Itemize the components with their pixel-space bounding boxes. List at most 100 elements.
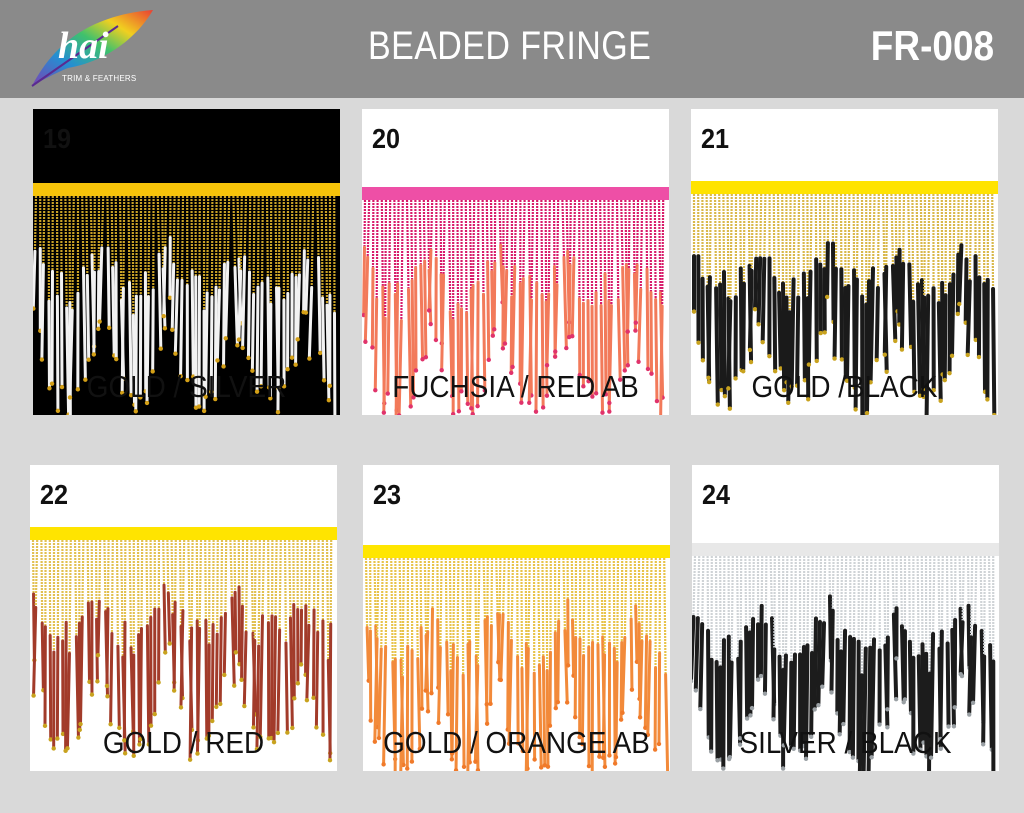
bead-strand: [436, 557, 443, 725]
bead-strand: [853, 193, 859, 412]
bead-strand: [958, 555, 965, 677]
bead-strand: [475, 199, 480, 409]
bead-strand: [95, 539, 102, 658]
swatch-label: GOLD / ORANGE AB: [383, 725, 650, 760]
bead-strand: [450, 199, 456, 415]
bead-strand: [692, 555, 697, 684]
bead-strand: [223, 195, 231, 341]
bead-strand: [381, 557, 389, 767]
bead-strand: [78, 539, 85, 727]
bead-strand: [927, 555, 932, 771]
bead-strand: [625, 199, 631, 334]
swatch-label: GOLD /BLACK: [751, 369, 938, 404]
bead-strand: [214, 539, 219, 710]
bead-strand: [760, 193, 767, 345]
bead-strand: [812, 555, 818, 712]
swatch-label: FUCHSIA / RED AB: [392, 369, 639, 404]
bead-strand: [295, 195, 302, 342]
bead-strand: [599, 199, 605, 415]
bead-strand: [161, 195, 168, 319]
bead-strand: [422, 199, 429, 360]
bead-strand: [429, 557, 435, 696]
bead-strand: [718, 193, 724, 393]
bead-strand: [899, 193, 906, 352]
fringe-image: [30, 527, 337, 763]
bead-strand: [691, 193, 697, 314]
bead-strand: [206, 539, 212, 738]
bead-strand: [970, 555, 978, 705]
bead-strand: [613, 557, 620, 760]
fringe-tape: [30, 527, 337, 540]
bead-strand: [106, 195, 112, 331]
bead-strand: [866, 555, 873, 771]
bead-strand: [236, 195, 243, 342]
bead-strand: [540, 199, 546, 410]
bead-strand: [653, 199, 660, 404]
bead-strand: [698, 555, 705, 712]
bead-strand: [59, 195, 65, 390]
bead-strand: [210, 539, 215, 724]
bead-strand: [456, 199, 462, 414]
bead-strand: [218, 539, 224, 707]
bead-strand: [489, 199, 496, 338]
bead-strand: [832, 193, 838, 361]
bead-strand: [42, 539, 48, 729]
bead-strand: [767, 193, 772, 359]
bead-strand: [882, 193, 889, 357]
swatch-card-24: 24 SILVER / BLACK: [692, 465, 999, 771]
bead-strand: [577, 557, 582, 740]
bead-strand: [991, 193, 997, 415]
bead-strand: [857, 555, 865, 771]
bead-strand: [663, 557, 670, 771]
bead-strand: [816, 555, 823, 708]
bead-strand: [758, 555, 764, 679]
bead-strand: [645, 557, 653, 738]
bead-strand: [48, 539, 53, 742]
bead-strand: [148, 539, 154, 728]
swatch-card-20: 20 FUCHSIA / RED AB: [362, 109, 669, 415]
fringe-tape: [33, 183, 340, 196]
bead-strand: [393, 557, 397, 771]
bead-strand: [762, 555, 768, 696]
swatch-number: 19: [43, 123, 72, 154]
bead-strand: [803, 555, 810, 762]
bead-strand: [466, 557, 473, 771]
bead-strand: [283, 539, 290, 735]
fringe-image: [691, 181, 998, 415]
bead-strand: [258, 539, 266, 740]
bead-strand: [502, 199, 509, 346]
bead-strand: [97, 195, 105, 324]
bead-strand: [500, 199, 506, 351]
bead-strand: [967, 555, 974, 717]
bead-strand: [464, 199, 470, 406]
bead-strand: [444, 557, 451, 717]
bead-strand: [242, 539, 249, 709]
bead-strand: [209, 195, 214, 395]
bead-strand: [73, 539, 81, 740]
bead-strand: [726, 193, 733, 391]
bead-strand: [938, 555, 944, 742]
bead-strand: [780, 193, 787, 393]
bead-strand: [607, 557, 612, 758]
bead-strand: [289, 195, 295, 360]
bead-strand: [555, 557, 561, 705]
bead-strand: [945, 555, 951, 729]
bead-strand: [924, 193, 931, 415]
bead-strand: [894, 555, 899, 661]
swatch-label: GOLD / SILVER: [86, 369, 287, 404]
bead-strand: [861, 555, 869, 771]
bead-strand: [481, 199, 487, 393]
bead-strand: [693, 555, 701, 693]
bead-strand: [824, 193, 830, 300]
bead-strand: [201, 195, 207, 414]
bead-strand: [410, 199, 416, 400]
bead-strand: [850, 555, 856, 760]
bead-strand: [316, 195, 323, 356]
bead-strand: [801, 193, 808, 383]
bead-strand: [749, 555, 756, 711]
bead-strand: [91, 195, 97, 357]
bead-strand: [506, 557, 515, 746]
bead-strand: [747, 193, 754, 353]
bead-strand: [708, 555, 714, 754]
bead-strand: [498, 557, 506, 683]
